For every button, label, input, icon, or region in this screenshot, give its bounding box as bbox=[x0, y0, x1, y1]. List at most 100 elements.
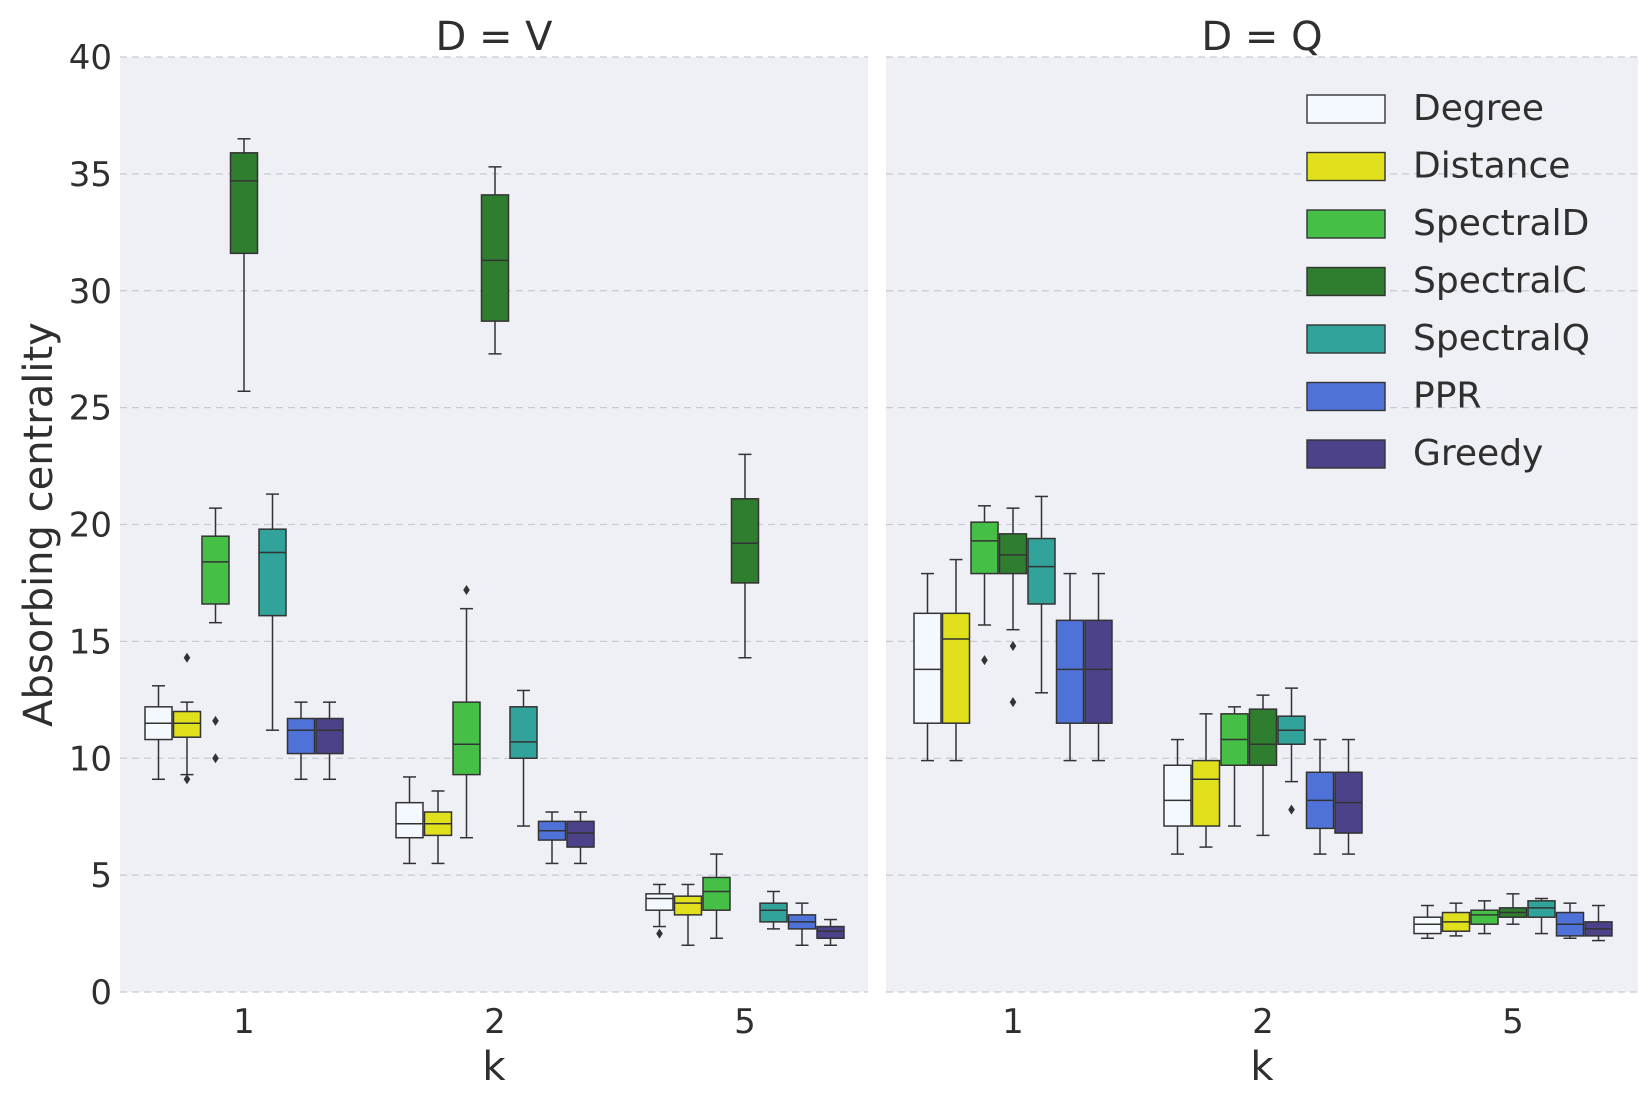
legend-swatch bbox=[1306, 324, 1386, 354]
legend-item: SpectralQ bbox=[1306, 318, 1590, 359]
box-body bbox=[998, 533, 1028, 575]
box-body bbox=[1470, 909, 1499, 925]
box-body bbox=[759, 902, 788, 923]
box-body bbox=[201, 535, 230, 605]
box-body bbox=[229, 152, 259, 255]
box-body bbox=[673, 895, 703, 916]
box-body bbox=[702, 876, 731, 911]
box-ppr bbox=[787, 902, 817, 946]
box-spectrald bbox=[201, 507, 230, 764]
panel-2: D = Q 1 2 5 k bbox=[886, 14, 1638, 1090]
x-tick-label: 5 bbox=[734, 1002, 756, 1042]
x-axis-label: k bbox=[482, 1044, 506, 1090]
box-spectralq bbox=[759, 890, 788, 930]
box-degree bbox=[144, 685, 173, 781]
box-body bbox=[645, 893, 674, 911]
box-degree bbox=[1163, 738, 1192, 855]
outlier-point bbox=[1009, 697, 1017, 708]
box-body bbox=[566, 820, 595, 848]
box-degree bbox=[1413, 904, 1442, 939]
box-body bbox=[286, 717, 316, 755]
box-body bbox=[258, 528, 287, 617]
y-tick-label: 10 bbox=[69, 739, 112, 779]
box-spectralc bbox=[229, 138, 259, 393]
outlier-point bbox=[656, 928, 663, 939]
box-body bbox=[1084, 619, 1113, 724]
box-spectralc bbox=[1248, 694, 1278, 837]
x-tick-label: 2 bbox=[1252, 1002, 1274, 1042]
box-ppr bbox=[286, 701, 316, 781]
box-ppr bbox=[1055, 572, 1085, 762]
box-greedy bbox=[566, 811, 595, 865]
box-distance bbox=[172, 652, 202, 785]
box-body bbox=[941, 612, 971, 724]
legend-item: SpectralC bbox=[1306, 261, 1587, 302]
box-body bbox=[913, 612, 942, 724]
box-body bbox=[480, 194, 510, 322]
y-tick-label: 40 bbox=[69, 38, 112, 78]
box-greedy bbox=[1084, 572, 1113, 762]
legend-item: SpectralD bbox=[1306, 203, 1589, 244]
legend: Degree Distance SpectralD SpectralC Spectral… bbox=[1306, 88, 1590, 474]
box-spectrald bbox=[1470, 900, 1499, 935]
legend-item: Distance bbox=[1306, 146, 1570, 187]
box-distance bbox=[1441, 902, 1471, 937]
box-spectrald bbox=[1220, 706, 1249, 827]
box-body bbox=[730, 498, 760, 584]
box-spectralq bbox=[258, 493, 287, 731]
legend-swatch bbox=[1306, 439, 1386, 469]
legend-item: Degree bbox=[1306, 88, 1544, 129]
box-spectrald bbox=[970, 505, 999, 666]
box-spectralq bbox=[1027, 495, 1056, 694]
outlier-point bbox=[1009, 641, 1017, 652]
x-tick-label: 5 bbox=[1502, 1002, 1524, 1042]
box-body bbox=[452, 701, 481, 776]
box-spectrald bbox=[702, 853, 731, 939]
legend-item: Greedy bbox=[1306, 433, 1543, 474]
box-spectralq bbox=[1527, 897, 1556, 935]
box-body bbox=[1527, 900, 1556, 918]
box-spectralq bbox=[1277, 687, 1306, 815]
x-tick-label: 1 bbox=[1002, 1002, 1024, 1042]
box-distance bbox=[423, 790, 453, 865]
legend-label: SpectralQ bbox=[1413, 318, 1590, 359]
box-spectralq bbox=[509, 689, 538, 827]
legend-swatch bbox=[1306, 381, 1386, 412]
legend-label: PPR bbox=[1413, 376, 1481, 417]
box-distance bbox=[1191, 713, 1221, 848]
legend-label: SpectralC bbox=[1413, 261, 1587, 302]
box-greedy bbox=[816, 918, 845, 946]
y-tick-label: 20 bbox=[69, 506, 112, 546]
y-axis-label: Absorbing centrality bbox=[16, 322, 62, 727]
legend-label: SpectralD bbox=[1413, 203, 1589, 244]
box-greedy bbox=[315, 701, 344, 781]
box-body bbox=[1163, 764, 1192, 827]
box-distance bbox=[941, 558, 971, 762]
box-body bbox=[172, 710, 202, 738]
y-tick-label: 25 bbox=[69, 389, 112, 429]
y-tick-label: 5 bbox=[90, 856, 112, 896]
box-spectralc bbox=[480, 166, 510, 355]
box-body bbox=[509, 706, 538, 760]
y-tick-label: 15 bbox=[69, 622, 112, 662]
box-spectralc bbox=[1498, 893, 1528, 925]
box-greedy bbox=[1334, 738, 1363, 855]
x-axis-label: k bbox=[1250, 1044, 1274, 1090]
outlier-point bbox=[212, 715, 219, 726]
panel-title: D = V bbox=[435, 14, 553, 60]
panel-1: D = V 1 2 5 k bbox=[120, 14, 868, 1090]
box-degree bbox=[913, 572, 942, 762]
box-body bbox=[1413, 916, 1442, 935]
y-tick-label: 30 bbox=[69, 272, 112, 312]
box-greedy bbox=[1584, 904, 1613, 942]
outlier-point bbox=[463, 584, 470, 595]
box-distance bbox=[673, 883, 703, 946]
y-tick-label: 0 bbox=[90, 973, 112, 1013]
box-body bbox=[1191, 759, 1221, 827]
panel-title: D = Q bbox=[1201, 14, 1322, 60]
box-body bbox=[816, 925, 845, 939]
box-body bbox=[1055, 619, 1085, 724]
outlier-point bbox=[1288, 804, 1295, 815]
legend-label: Distance bbox=[1413, 146, 1570, 187]
